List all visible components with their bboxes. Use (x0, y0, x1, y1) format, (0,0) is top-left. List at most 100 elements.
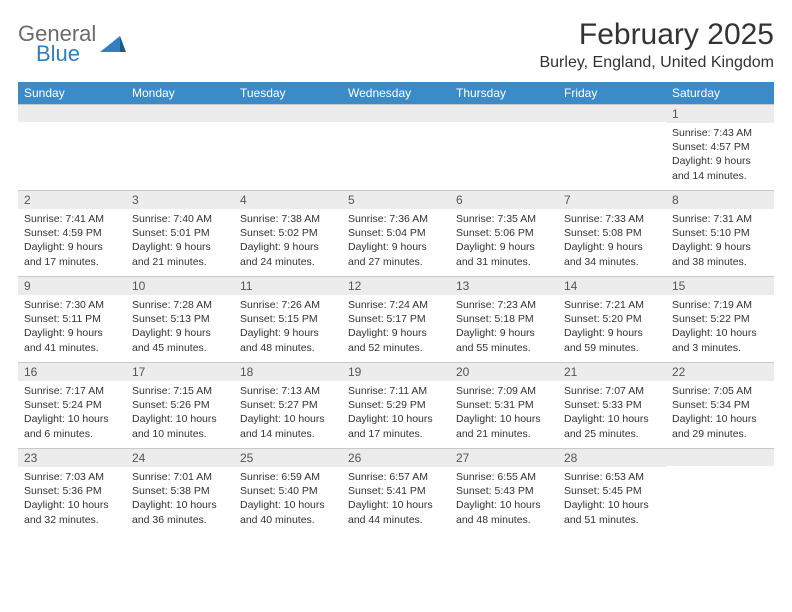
day-number: 7 (558, 191, 666, 209)
day-number: 10 (126, 277, 234, 295)
brand-line2: Blue (18, 44, 96, 64)
day-cell: 12Sunrise: 7:24 AMSunset: 5:17 PMDayligh… (342, 276, 450, 362)
day-cell (666, 448, 774, 534)
location: Burley, England, United Kingdom (539, 54, 774, 72)
day-body: Sunrise: 7:41 AMSunset: 4:59 PMDaylight:… (18, 209, 126, 269)
day-cell: 6Sunrise: 7:35 AMSunset: 5:06 PMDaylight… (450, 190, 558, 276)
day-body: Sunrise: 7:33 AMSunset: 5:08 PMDaylight:… (558, 209, 666, 269)
day-body: Sunrise: 7:03 AMSunset: 5:36 PMDaylight:… (18, 467, 126, 527)
day-number (126, 105, 234, 122)
day-cell: 4Sunrise: 7:38 AMSunset: 5:02 PMDaylight… (234, 190, 342, 276)
day-cell: 10Sunrise: 7:28 AMSunset: 5:13 PMDayligh… (126, 276, 234, 362)
day-cell: 19Sunrise: 7:11 AMSunset: 5:29 PMDayligh… (342, 362, 450, 448)
day-body: Sunrise: 7:35 AMSunset: 5:06 PMDaylight:… (450, 209, 558, 269)
day-body: Sunrise: 7:24 AMSunset: 5:17 PMDaylight:… (342, 295, 450, 355)
day-number (666, 449, 774, 466)
day-body: Sunrise: 7:40 AMSunset: 5:01 PMDaylight:… (126, 209, 234, 269)
weekday-header: SundayMondayTuesdayWednesdayThursdayFrid… (18, 82, 774, 104)
month-title: February 2025 (539, 18, 774, 52)
day-body: Sunrise: 7:28 AMSunset: 5:13 PMDaylight:… (126, 295, 234, 355)
day-body: Sunrise: 7:07 AMSunset: 5:33 PMDaylight:… (558, 381, 666, 441)
title-block: February 2025 Burley, England, United Ki… (539, 18, 774, 72)
day-number (18, 105, 126, 122)
day-cell: 26Sunrise: 6:57 AMSunset: 5:41 PMDayligh… (342, 448, 450, 534)
day-number: 3 (126, 191, 234, 209)
day-number: 23 (18, 449, 126, 467)
weekday-cell: Thursday (450, 82, 558, 104)
day-number: 16 (18, 363, 126, 381)
day-cell: 21Sunrise: 7:07 AMSunset: 5:33 PMDayligh… (558, 362, 666, 448)
calendar: SundayMondayTuesdayWednesdayThursdayFrid… (18, 82, 774, 534)
day-cell: 9Sunrise: 7:30 AMSunset: 5:11 PMDaylight… (18, 276, 126, 362)
day-cell: 27Sunrise: 6:55 AMSunset: 5:43 PMDayligh… (450, 448, 558, 534)
day-number: 8 (666, 191, 774, 209)
day-cell: 18Sunrise: 7:13 AMSunset: 5:27 PMDayligh… (234, 362, 342, 448)
day-cell (558, 104, 666, 190)
day-cell (18, 104, 126, 190)
day-number: 11 (234, 277, 342, 295)
day-body: Sunrise: 7:09 AMSunset: 5:31 PMDaylight:… (450, 381, 558, 441)
day-number (234, 105, 342, 122)
weekday-cell: Saturday (666, 82, 774, 104)
day-number: 19 (342, 363, 450, 381)
day-cell (450, 104, 558, 190)
day-number: 27 (450, 449, 558, 467)
day-cell: 25Sunrise: 6:59 AMSunset: 5:40 PMDayligh… (234, 448, 342, 534)
day-body: Sunrise: 7:23 AMSunset: 5:18 PMDaylight:… (450, 295, 558, 355)
day-number: 17 (126, 363, 234, 381)
day-number: 18 (234, 363, 342, 381)
day-cell (342, 104, 450, 190)
day-body: Sunrise: 7:15 AMSunset: 5:26 PMDaylight:… (126, 381, 234, 441)
day-body: Sunrise: 6:59 AMSunset: 5:40 PMDaylight:… (234, 467, 342, 527)
day-body: Sunrise: 7:26 AMSunset: 5:15 PMDaylight:… (234, 295, 342, 355)
day-number: 14 (558, 277, 666, 295)
day-cell: 20Sunrise: 7:09 AMSunset: 5:31 PMDayligh… (450, 362, 558, 448)
day-number: 25 (234, 449, 342, 467)
day-cell: 5Sunrise: 7:36 AMSunset: 5:04 PMDaylight… (342, 190, 450, 276)
day-number (450, 105, 558, 122)
day-cell: 15Sunrise: 7:19 AMSunset: 5:22 PMDayligh… (666, 276, 774, 362)
day-cell: 11Sunrise: 7:26 AMSunset: 5:15 PMDayligh… (234, 276, 342, 362)
day-body: Sunrise: 7:30 AMSunset: 5:11 PMDaylight:… (18, 295, 126, 355)
day-body: Sunrise: 7:17 AMSunset: 5:24 PMDaylight:… (18, 381, 126, 441)
day-number: 2 (18, 191, 126, 209)
calendar-grid: 1Sunrise: 7:43 AMSunset: 4:57 PMDaylight… (18, 104, 774, 534)
day-number: 12 (342, 277, 450, 295)
day-number: 6 (450, 191, 558, 209)
weekday-cell: Tuesday (234, 82, 342, 104)
day-cell (126, 104, 234, 190)
day-cell: 13Sunrise: 7:23 AMSunset: 5:18 PMDayligh… (450, 276, 558, 362)
day-cell: 16Sunrise: 7:17 AMSunset: 5:24 PMDayligh… (18, 362, 126, 448)
day-body: Sunrise: 6:53 AMSunset: 5:45 PMDaylight:… (558, 467, 666, 527)
header: General Blue February 2025 Burley, Engla… (18, 18, 774, 72)
day-body: Sunrise: 7:11 AMSunset: 5:29 PMDaylight:… (342, 381, 450, 441)
day-cell (234, 104, 342, 190)
day-cell: 1Sunrise: 7:43 AMSunset: 4:57 PMDaylight… (666, 104, 774, 190)
day-cell: 8Sunrise: 7:31 AMSunset: 5:10 PMDaylight… (666, 190, 774, 276)
day-number: 21 (558, 363, 666, 381)
day-cell: 17Sunrise: 7:15 AMSunset: 5:26 PMDayligh… (126, 362, 234, 448)
day-number (342, 105, 450, 122)
day-number: 20 (450, 363, 558, 381)
brand-logo: General Blue (18, 24, 126, 64)
brand-text: General Blue (18, 24, 96, 64)
day-cell: 28Sunrise: 6:53 AMSunset: 5:45 PMDayligh… (558, 448, 666, 534)
day-body: Sunrise: 7:31 AMSunset: 5:10 PMDaylight:… (666, 209, 774, 269)
weekday-cell: Friday (558, 82, 666, 104)
day-body: Sunrise: 7:38 AMSunset: 5:02 PMDaylight:… (234, 209, 342, 269)
day-cell: 14Sunrise: 7:21 AMSunset: 5:20 PMDayligh… (558, 276, 666, 362)
day-body: Sunrise: 7:36 AMSunset: 5:04 PMDaylight:… (342, 209, 450, 269)
weekday-cell: Wednesday (342, 82, 450, 104)
day-body: Sunrise: 7:21 AMSunset: 5:20 PMDaylight:… (558, 295, 666, 355)
day-number: 22 (666, 363, 774, 381)
day-body: Sunrise: 6:57 AMSunset: 5:41 PMDaylight:… (342, 467, 450, 527)
day-body: Sunrise: 7:19 AMSunset: 5:22 PMDaylight:… (666, 295, 774, 355)
day-cell: 3Sunrise: 7:40 AMSunset: 5:01 PMDaylight… (126, 190, 234, 276)
day-cell: 7Sunrise: 7:33 AMSunset: 5:08 PMDaylight… (558, 190, 666, 276)
day-number: 5 (342, 191, 450, 209)
day-number: 24 (126, 449, 234, 467)
weekday-cell: Monday (126, 82, 234, 104)
day-number (558, 105, 666, 122)
day-cell: 24Sunrise: 7:01 AMSunset: 5:38 PMDayligh… (126, 448, 234, 534)
day-body: Sunrise: 7:05 AMSunset: 5:34 PMDaylight:… (666, 381, 774, 441)
